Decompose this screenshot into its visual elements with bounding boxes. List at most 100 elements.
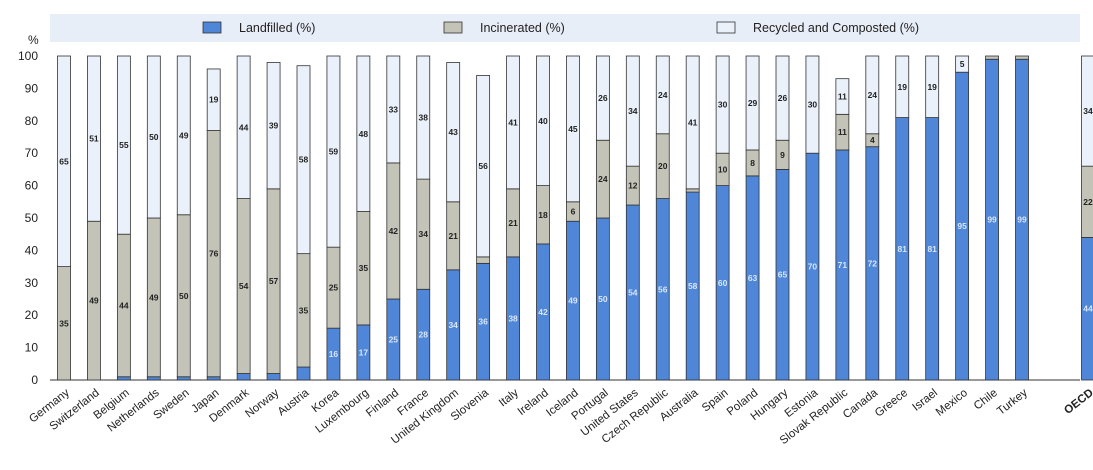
data-label: 44	[119, 300, 129, 310]
data-label: 26	[598, 93, 608, 103]
data-label: 24	[868, 90, 878, 100]
x-tick-label: Norway	[243, 387, 281, 421]
data-label: 19	[898, 82, 908, 92]
data-label: 28	[419, 330, 429, 340]
bar-stack: 49 6 45	[566, 55, 580, 381]
data-label: 41	[508, 117, 518, 127]
data-label: 16	[329, 349, 339, 359]
y-tick-label: 100	[18, 49, 38, 63]
data-label: 60	[718, 278, 728, 288]
data-label: 34	[448, 320, 458, 330]
bar-stack: 34 21 43	[446, 62, 461, 381]
data-label: 56	[658, 284, 668, 294]
data-label: 30	[718, 100, 728, 110]
data-label: 24	[658, 90, 668, 100]
data-label: 58	[299, 155, 309, 165]
bar-segment	[925, 55, 940, 118]
bar-stack: 71 11 11	[835, 78, 850, 381]
bar-stack: 54 44	[236, 55, 251, 381]
data-label: 49	[149, 292, 159, 302]
data-label: 81	[927, 244, 937, 254]
y-tick-label: 70	[25, 146, 39, 160]
x-tick-label: Turkey	[995, 387, 1030, 418]
bar-stack: 65 9 26	[775, 55, 790, 381]
bar-segment	[386, 55, 401, 164]
bar-segment	[146, 376, 161, 381]
bar-stack: 76 19	[206, 68, 221, 381]
bar-stack: 35 58	[296, 65, 311, 381]
bar-stack: 56 20 24	[655, 55, 670, 381]
bar-segment	[985, 55, 999, 60]
bar-stack: 58 41	[685, 55, 700, 381]
data-label: 49	[89, 296, 99, 306]
bar-stack: 81 19	[895, 55, 910, 381]
data-label: 9	[780, 150, 785, 160]
bar-stack: 99	[985, 55, 999, 381]
x-tick-label: Canada	[841, 387, 881, 422]
bar-stack: 44 55	[116, 55, 131, 381]
bars-layer: 3565495144554950504976195444573935581625…	[57, 55, 1093, 381]
legend: Landfilled (%) Incinerated (%) Recycled an…	[202, 21, 919, 35]
data-label: 29	[748, 98, 758, 108]
data-label: 49	[568, 296, 578, 306]
bar-segment	[236, 373, 251, 381]
data-label: 4	[870, 135, 875, 145]
bar-segment	[1081, 55, 1093, 167]
bar-segment	[506, 55, 520, 190]
y-tick-label: 30	[25, 276, 39, 290]
bar-segment	[176, 376, 191, 381]
data-label: 44	[1083, 304, 1093, 314]
bar-stack: 54 12 34	[625, 55, 640, 381]
bar-segment	[955, 55, 970, 73]
legend-label: Incinerated (%)	[480, 21, 565, 35]
legend-label: Recycled and Composted (%)	[753, 21, 919, 35]
data-label: 81	[898, 244, 908, 254]
data-label: 40	[538, 116, 548, 126]
data-label: 35	[299, 305, 309, 315]
legend-band	[50, 14, 1080, 42]
bar-segment	[865, 55, 880, 135]
bar-segment	[116, 376, 131, 381]
bar-segment	[1015, 55, 1029, 60]
bar-stack: 49 51	[87, 55, 101, 381]
x-tick-label: Austria	[276, 387, 312, 419]
data-label: 24	[598, 174, 608, 184]
data-label: 38	[419, 113, 429, 123]
bar-stack: 17 35 48	[356, 55, 371, 381]
bar-segment	[805, 55, 820, 154]
bar-segment	[715, 55, 730, 154]
bar-segment	[206, 68, 221, 131]
data-label: 38	[508, 313, 518, 323]
data-label: 42	[538, 307, 548, 317]
bar-segment	[296, 65, 311, 255]
bar-segment	[87, 55, 101, 222]
data-label: 10	[718, 164, 728, 174]
bar-stack: 49 50	[146, 55, 161, 381]
bar-segment	[476, 75, 491, 258]
data-label: 71	[838, 260, 848, 270]
data-label: 30	[808, 100, 818, 110]
data-label: 45	[568, 124, 578, 134]
bar-segment	[895, 55, 910, 118]
data-label: 50	[179, 291, 189, 301]
bar-segment	[296, 366, 311, 381]
data-label: 44	[239, 122, 249, 132]
data-label: 51	[89, 134, 99, 144]
bar-segment	[835, 78, 850, 115]
bar-stack: 63 8 29	[745, 55, 760, 381]
data-label: 5	[960, 59, 965, 69]
bar-segment	[206, 376, 221, 381]
bar-segment	[236, 55, 251, 199]
bar-stack: 57 39	[266, 62, 281, 381]
data-label: 50	[149, 132, 159, 142]
data-label: 25	[329, 283, 339, 293]
y-tick-label: 40	[25, 243, 39, 257]
data-label: 70	[808, 262, 818, 272]
data-label: 55	[119, 140, 129, 150]
y-axis-unit-label: %	[28, 33, 39, 47]
bar-segment	[326, 55, 341, 248]
data-label: 19	[209, 95, 219, 105]
bar-stack: 25 42 33	[386, 55, 401, 381]
